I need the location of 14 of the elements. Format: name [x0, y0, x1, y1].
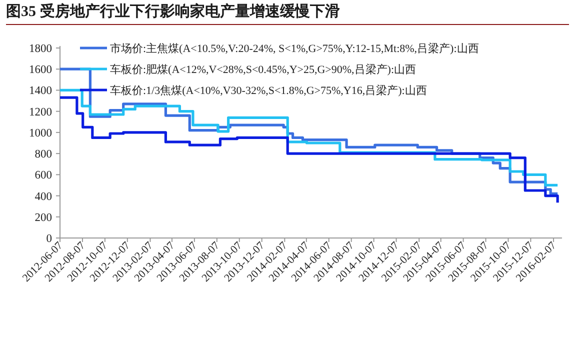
y-tick-label: 1000: [29, 127, 52, 140]
y-tick-label: 1400: [29, 85, 52, 98]
y-tick-label: 1200: [29, 106, 52, 118]
y-tick-label: 400: [34, 190, 52, 203]
y-tick-label: 1600: [29, 64, 52, 76]
y-tick-label: 600: [34, 170, 52, 182]
y-tick-label: 0: [46, 233, 52, 245]
y-tick-label: 200: [34, 212, 52, 224]
chart-title: 图35 受房地产行业下行影响家电产量增速缓慢下滑: [6, 2, 569, 25]
legend-label: 车板价:肥煤(A<12%,V<28%,S<0.45%,Y>25,G>90%,吕梁产):山西: [110, 63, 416, 76]
legend-label: 车板价:1/3焦煤(A<10%,V30-32%,S<1.8%,G>75%,Y16,吕梁产):山西: [110, 84, 427, 97]
y-tick-label: 1800: [29, 43, 52, 55]
y-tick-label: 800: [34, 148, 52, 161]
legend-label: 市场价:主焦煤(A<10.5%,V:20-24%, S<1%,G>75%,Y:12-15,Mt:8%,吕梁产):山西: [110, 42, 479, 55]
